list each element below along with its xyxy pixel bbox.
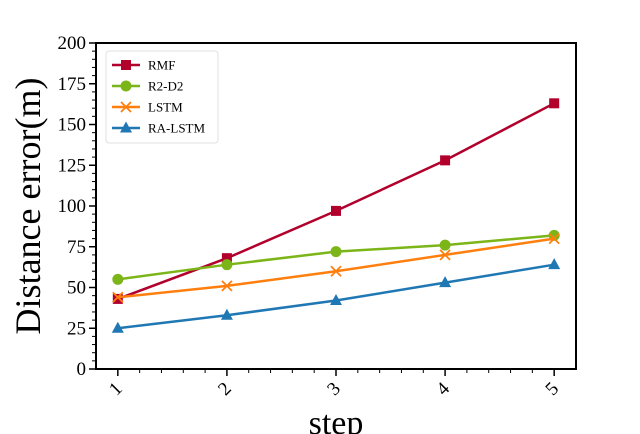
legend-label: R2-D2	[148, 79, 183, 94]
legend-label: LSTM	[148, 100, 183, 115]
series-r2-d2	[112, 229, 560, 285]
data-point	[112, 273, 124, 285]
legend-entry: RA-LSTM	[112, 121, 206, 136]
data-point	[330, 294, 342, 306]
data-point	[440, 155, 451, 166]
data-point	[548, 258, 561, 270]
series-ra-lstm	[111, 258, 561, 333]
data-point	[112, 291, 124, 303]
x-tick-label: 2	[214, 378, 236, 400]
legend-entry: R2-D2	[112, 79, 183, 94]
legend-marker	[120, 80, 132, 92]
data-point	[221, 280, 233, 292]
data-point	[220, 308, 233, 320]
y-tick-label: 75	[67, 237, 86, 258]
y-tick-label: 200	[58, 33, 87, 54]
x-tick-label: 5	[542, 378, 564, 400]
y-tick-label: 100	[58, 196, 87, 217]
legend-marker	[120, 101, 132, 113]
data-point	[548, 232, 560, 245]
y-tick-label: 125	[58, 155, 87, 176]
data-point	[221, 253, 232, 264]
x-tick-label: 1	[105, 378, 127, 400]
data-point	[549, 98, 560, 109]
data-point	[112, 293, 123, 304]
data-point	[111, 321, 124, 333]
x-axis-label: step	[309, 405, 364, 434]
data-point	[439, 276, 452, 288]
legend-box	[105, 50, 219, 144]
y-tick-label: 0	[77, 359, 87, 380]
legend-label: RA-LSTM	[148, 121, 206, 136]
series-rmf	[112, 98, 560, 304]
x-tick-label: 4	[432, 378, 454, 400]
data-point	[331, 205, 341, 216]
legend-entry: RMF	[112, 58, 175, 73]
data-point	[221, 259, 233, 271]
data-point	[330, 246, 342, 258]
legend-marker	[120, 121, 132, 133]
x-tick-label: 3	[323, 378, 345, 400]
y-tick-label: 175	[58, 74, 87, 95]
data-point	[439, 239, 451, 251]
legend-label: RMF	[148, 58, 175, 73]
y-tick-label: 50	[67, 278, 86, 299]
series-lstm	[112, 232, 560, 303]
data-point	[439, 249, 451, 261]
data-point	[330, 265, 342, 277]
y-tick-label: 150	[58, 115, 87, 136]
legend-marker	[121, 60, 131, 70]
y-axis-label: Distance error(m)	[8, 78, 48, 335]
legend-entry: LSTM	[112, 100, 183, 115]
y-tick-label: 25	[67, 318, 86, 339]
